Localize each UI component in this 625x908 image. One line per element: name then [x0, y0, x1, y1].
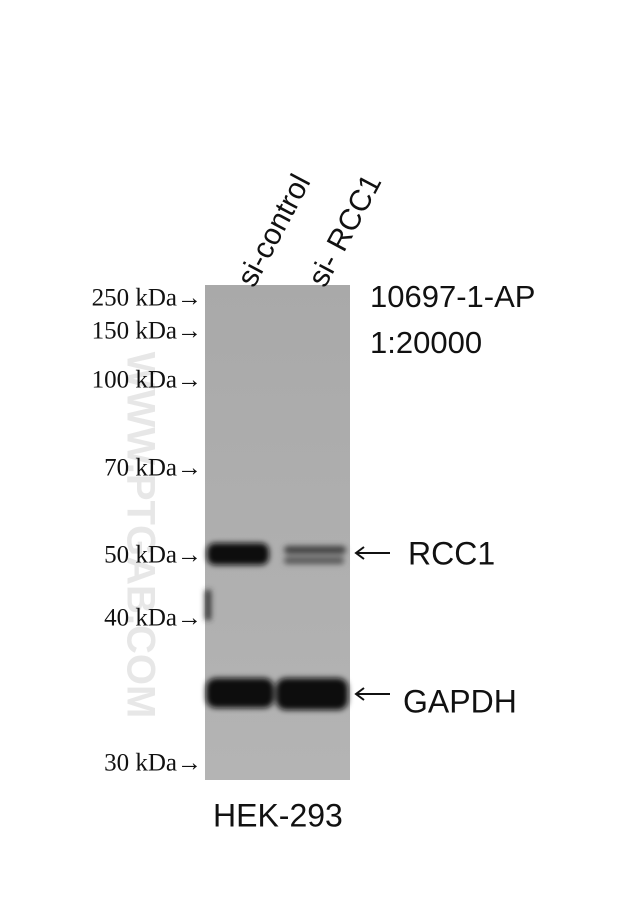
marker-label: 250 kDa→: [92, 285, 202, 312]
marker-label: 150 kDa→: [92, 318, 202, 345]
band: [207, 543, 269, 565]
band: [284, 557, 344, 564]
cell-line: HEK-293: [213, 797, 343, 833]
watermark: WWW.PTGAB.COM: [118, 352, 162, 719]
marker-label: 30 kDa→: [104, 750, 202, 777]
band: [276, 678, 348, 710]
artifact: [205, 590, 211, 620]
band: [284, 546, 346, 554]
bands: [205, 543, 348, 710]
band-label: RCC1: [408, 535, 495, 571]
marker-label: 50 kDa→: [104, 542, 202, 569]
arrow-head: [354, 687, 365, 701]
marker-label: 40 kDa→: [104, 605, 202, 632]
band: [206, 678, 274, 708]
marker-label: 100 kDa→: [92, 367, 202, 394]
band-label: GAPDH: [403, 683, 517, 719]
arrow-head: [354, 546, 365, 560]
antibody-catalog: 10697-1-AP: [370, 279, 535, 314]
band-arrows: [354, 546, 390, 701]
marker-label: 70 kDa→: [104, 455, 202, 482]
antibody-dilution: 1:20000: [370, 325, 482, 360]
